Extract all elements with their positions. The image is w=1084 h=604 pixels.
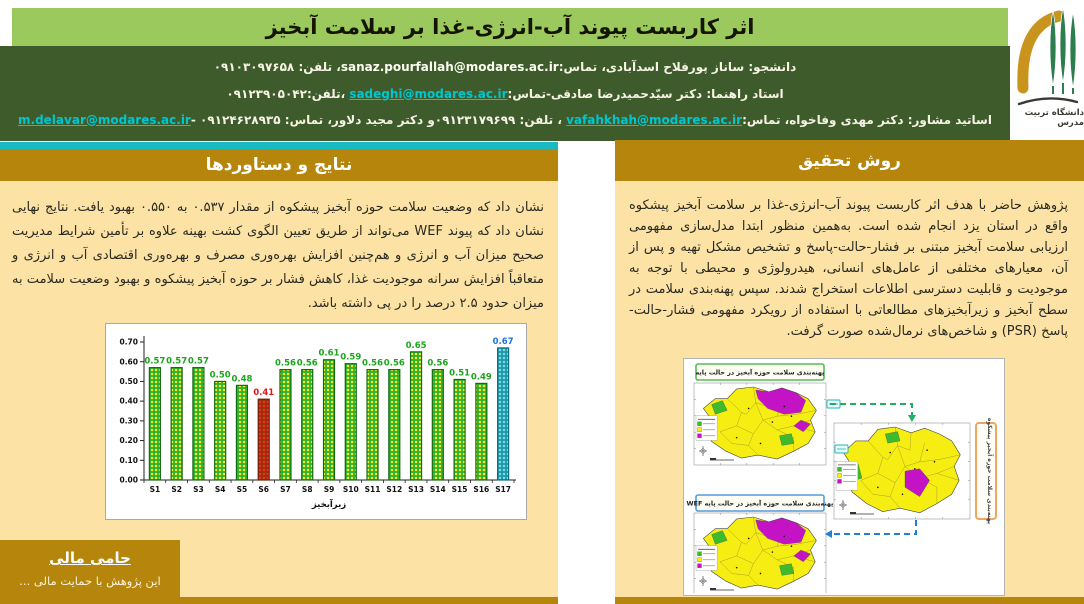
- results-section-title: نتایج و دستاوردها: [205, 155, 353, 175]
- sponsor-title: حامی مالی: [49, 549, 131, 567]
- svg-text:0.48: 0.48: [231, 374, 252, 384]
- svg-text:S11: S11: [365, 485, 381, 494]
- svg-text:0.56: 0.56: [297, 359, 318, 369]
- bottom-strip-right: [615, 597, 1084, 604]
- svg-text:پهنه‌بندی سلامت حوزه آبخیز در: پهنه‌بندی سلامت حوزه آبخیز در حالت پایه: [696, 367, 825, 376]
- svg-text:0.49: 0.49: [471, 372, 492, 382]
- supervisor-email-link[interactable]: sadeghi@modares.ac.ir: [349, 86, 508, 101]
- svg-text:0.65: 0.65: [406, 341, 427, 351]
- svg-text:0.56: 0.56: [427, 359, 448, 369]
- method-paragraph: پژوهش حاضر با هدف اثر کاربست پیوند آب-ان…: [629, 198, 1068, 340]
- svg-text:S17: S17: [495, 485, 511, 494]
- svg-text:S9: S9: [324, 485, 335, 494]
- advisor2-phone: - ۰۹۱۲۴۶۲۸۹۳۵: [190, 112, 281, 127]
- supervisor-phone: ،تلفن:۰۹۱۲۳۹۰۵۰۴۲: [226, 86, 350, 101]
- svg-text:S15: S15: [452, 485, 468, 494]
- svg-text:S6: S6: [258, 485, 269, 494]
- svg-text:0.56: 0.56: [384, 359, 405, 369]
- results-bar-chart: 0.00 0.10 0.20 0.30 0.40 0.50 0.60 0.70 0.57 S1 0.…: [119, 336, 516, 510]
- results-panel: نشان داد که وضعیت سلامت حوزه آبخیز پیشکو…: [0, 181, 558, 597]
- svg-text:0.61: 0.61: [319, 349, 340, 359]
- university-logo-icon: [1017, 6, 1079, 106]
- svg-text:0.00: 0.00: [119, 476, 138, 485]
- svg-text:0.50: 0.50: [119, 377, 138, 386]
- svg-text:S5: S5: [237, 485, 248, 494]
- svg-text:0.59: 0.59: [340, 353, 361, 363]
- student-email-link[interactable]: sanaz.pourfallah@modares.ac.ir: [340, 60, 559, 75]
- svg-text:0.50: 0.50: [210, 370, 231, 380]
- svg-text:0.51: 0.51: [449, 368, 470, 378]
- method-maps-box: پهنه‌بندی سلامت حوزه آبخیز در حالت پایه پ…: [683, 358, 1005, 596]
- method-section-title: روش تحقیق: [798, 150, 901, 171]
- svg-text:0.40: 0.40: [119, 397, 138, 406]
- svg-text:S10: S10: [343, 485, 359, 494]
- svg-text:0.67: 0.67: [493, 337, 514, 347]
- svg-text:0.20: 0.20: [119, 436, 138, 445]
- advisors-label: اساتید مشاور: دکتر مهدی وفاخواه، تماس:: [742, 112, 992, 127]
- advisor1-email-link[interactable]: vafahkhah@modares.ac.ir: [566, 112, 743, 127]
- svg-text:S4: S4: [215, 485, 226, 494]
- contact-band: دانشجو: ساناز پورفلاح اسدآبادی، تماس:san…: [0, 46, 1010, 141]
- svg-text:S3: S3: [193, 485, 204, 494]
- svg-text:پهنه‌بندی سلامت حوزه آبخیز پیش: پهنه‌بندی سلامت حوزه آبخیز پیشکوه: [986, 418, 995, 524]
- svg-text:پهنه‌بندی سلامت حوزه آبخیز در: پهنه‌بندی سلامت حوزه آبخیز در حالت پایه …: [687, 498, 834, 507]
- svg-text:0.57: 0.57: [188, 357, 209, 367]
- advisor2-email-link[interactable]: m.delavar@modares.ac.ir: [18, 112, 191, 127]
- bottom-strip-left: [0, 597, 558, 604]
- student-phone: ، تلفن: ۰۹۱۰۳۰۹۷۶۵۸: [213, 60, 341, 75]
- supervisor-label: استاد راهنما: دکتر سیّدحمیدرضا صادقی-تما…: [507, 86, 784, 101]
- svg-text:0.56: 0.56: [362, 359, 383, 369]
- svg-text:S12: S12: [386, 485, 402, 494]
- svg-text:0.57: 0.57: [166, 357, 187, 367]
- teal-accent-bar: [0, 142, 558, 149]
- title-band: اثر کاربست پیوند آب-انرژی-غذا بر سلامت آ…: [12, 8, 1008, 46]
- svg-text:0.10: 0.10: [119, 456, 138, 465]
- advisor1-phone: ، تلفن: ۰۹۱۲۳۱۷۹۶۹۹و دکتر مجید دلاور، تم…: [280, 112, 567, 127]
- results-paragraph: نشان داد که وضعیت سلامت حوزه آبخیز پیشکو…: [12, 200, 544, 312]
- results-section-header: نتایج و دستاوردها: [0, 149, 558, 181]
- student-label: دانشجو: ساناز پورفلاح اسدآبادی، تماس:: [558, 60, 797, 75]
- svg-text:0.30: 0.30: [119, 416, 138, 425]
- svg-text:S14: S14: [430, 485, 446, 494]
- method-section-header: روش تحقیق: [615, 140, 1084, 181]
- svg-text:0.70: 0.70: [119, 338, 138, 347]
- university-logo: دانشگاه تربیت مدرس: [1012, 0, 1084, 140]
- svg-text:0.41: 0.41: [253, 388, 274, 398]
- method-maps-figure: پهنه‌بندی سلامت حوزه آبخیز در حالت پایه پ…: [687, 363, 997, 596]
- svg-text:S16: S16: [473, 485, 489, 494]
- svg-text:S1: S1: [150, 485, 161, 494]
- svg-text:S7: S7: [280, 485, 291, 494]
- svg-text:0.60: 0.60: [119, 357, 138, 366]
- method-panel: پژوهش حاضر با هدف اثر کاربست پیوند آب-ان…: [615, 181, 1084, 597]
- results-chart-box: 0.00 0.10 0.20 0.30 0.40 0.50 0.60 0.70 0.57 S1 0.…: [105, 323, 527, 520]
- university-logo-text: دانشگاه تربیت مدرس: [1024, 108, 1084, 128]
- sponsor-badge: حامی مالی این پژوهش با حمایت مالی ...: [0, 540, 180, 597]
- svg-text:S8: S8: [302, 485, 313, 494]
- contact-line-student: دانشجو: ساناز پورفلاح اسدآبادی، تماس:san…: [6, 60, 1004, 74]
- contact-line-supervisor: استاد راهنما: دکتر سیّدحمیدرضا صادقی-تما…: [6, 87, 1004, 101]
- sponsor-body: این پژوهش با حمایت مالی ...: [19, 574, 161, 588]
- svg-text:S13: S13: [408, 485, 424, 494]
- contact-line-advisors: اساتید مشاور: دکتر مهدی وفاخواه، تماس:va…: [6, 113, 1004, 127]
- svg-text:زیرآبخیز: زیرآبخیز: [311, 498, 346, 510]
- svg-text:S2: S2: [171, 485, 182, 494]
- poster-title: اثر کاربست پیوند آب-انرژی-غذا بر سلامت آ…: [265, 15, 755, 39]
- svg-text:0.57: 0.57: [144, 357, 165, 367]
- svg-text:0.56: 0.56: [275, 359, 296, 369]
